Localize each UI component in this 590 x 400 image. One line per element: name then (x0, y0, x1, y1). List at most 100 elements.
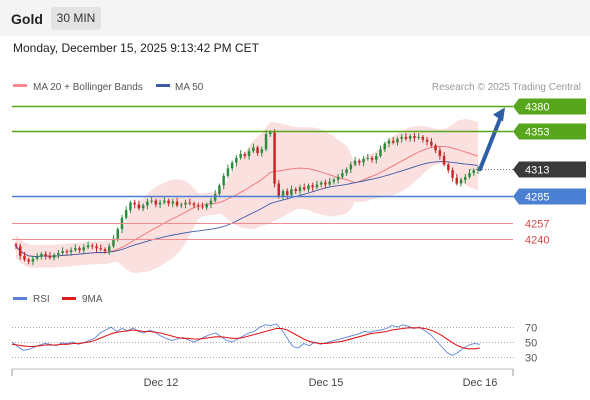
levels: 4380 4353 4313 4285 4257 4240 (12, 98, 586, 247)
candle-body (345, 169, 348, 174)
candle-body (417, 136, 420, 138)
candle-body (438, 150, 442, 156)
candle-body (167, 200, 170, 204)
candle-body (209, 200, 213, 205)
interval-button[interactable]: 30 MIN (51, 7, 101, 30)
ma50-legend-label: MA 50 (175, 82, 204, 93)
support-level-label: 4240 (525, 235, 549, 247)
projection-arrow-head (493, 107, 505, 122)
candle-body (40, 253, 43, 257)
candle-body (116, 229, 119, 239)
x-axis: Dec 12 Dec 15 Dec 16 (11, 368, 514, 389)
candle-body (379, 149, 382, 156)
candle-body (192, 203, 196, 206)
candle-body (222, 175, 225, 186)
candle-body (137, 204, 141, 209)
candle-body (286, 191, 289, 195)
candle-body (447, 164, 450, 171)
candle-body (112, 238, 115, 247)
candle-body (31, 258, 35, 262)
ma20-legend-label: MA 20 + Bollinger Bands (33, 82, 143, 93)
instrument-title: Gold (11, 11, 43, 27)
main-plot (14, 107, 505, 274)
candle-body (230, 162, 234, 169)
candle-body (175, 201, 179, 206)
candle-body (464, 176, 467, 180)
copyright-label: Research © 2025 Trading Central (432, 82, 581, 93)
ma50-line (15, 161, 479, 257)
candle-body (362, 158, 365, 163)
candle-body (205, 204, 208, 208)
candle-body (14, 244, 18, 247)
candle-body (396, 138, 399, 143)
candle-body (358, 160, 361, 163)
candle-body (226, 168, 230, 176)
candle-body (468, 173, 471, 177)
header-bar: Gold 30 MIN (0, 0, 590, 36)
candle-body (218, 185, 221, 194)
pivot-level-tag (513, 188, 586, 205)
candle-body (260, 149, 264, 154)
candle-body (235, 157, 238, 163)
candle-body (78, 248, 81, 251)
candle-body (392, 140, 395, 143)
projection-arrow-line (478, 114, 503, 172)
rsi-legend-label: RSI (33, 294, 50, 305)
candle-body (184, 202, 187, 205)
candle-body (442, 155, 446, 165)
candle-body (273, 132, 276, 184)
candle-body (141, 205, 145, 209)
candle-body (19, 246, 22, 256)
candle-body (188, 202, 191, 204)
candle-body (197, 205, 200, 207)
candle-body (27, 259, 30, 262)
target-level-tag (513, 98, 586, 115)
rsi-ma-legend-label: 9MA (82, 294, 103, 305)
candle-body (61, 251, 64, 253)
pivot-level-label: 4285 (525, 192, 549, 204)
candle-body (277, 183, 280, 197)
candle-body (264, 134, 268, 150)
candle-body (201, 206, 204, 208)
candle-body (133, 202, 136, 205)
candle-body (158, 202, 162, 205)
rsi-legend-swatch (13, 297, 27, 300)
rsi-tick-label: 50 (525, 338, 537, 350)
candle-body (103, 249, 107, 252)
last-level-tag (513, 161, 586, 178)
candle-body (124, 210, 128, 218)
candle-body (400, 136, 403, 139)
candle-body (52, 254, 56, 258)
candle-body (129, 202, 132, 211)
candle-body (425, 139, 429, 142)
candle-body (294, 189, 297, 192)
candle-body (311, 185, 314, 188)
candle-body (154, 200, 158, 205)
candle-body (35, 256, 39, 259)
candle-body (455, 177, 458, 184)
candle-body (247, 151, 251, 156)
rsi-ma-legend-swatch (62, 297, 76, 300)
candle-body (319, 182, 323, 185)
x-tick-label: Dec 15 (309, 377, 344, 389)
candle-body (451, 170, 454, 178)
candle-body (459, 179, 463, 184)
last-level-label: 4313 (525, 165, 549, 177)
candle-body (302, 187, 306, 190)
candle-body (163, 200, 166, 203)
resistance-level-label: 4353 (525, 127, 549, 139)
candle-body (95, 246, 98, 249)
timestamp-label: Monday, December 15, 2025 9:13:42 PM CET (13, 41, 259, 55)
candle-body (375, 155, 378, 160)
candle-body (341, 173, 344, 177)
candle-body (353, 160, 357, 165)
candle-body (69, 250, 73, 252)
resistance-level-tag (513, 123, 586, 140)
candle-body (243, 154, 247, 156)
candle-body (44, 253, 47, 256)
candle-body (171, 201, 175, 204)
rsi-plot: 70 50 30 (11, 323, 537, 365)
candle-body (383, 143, 386, 150)
